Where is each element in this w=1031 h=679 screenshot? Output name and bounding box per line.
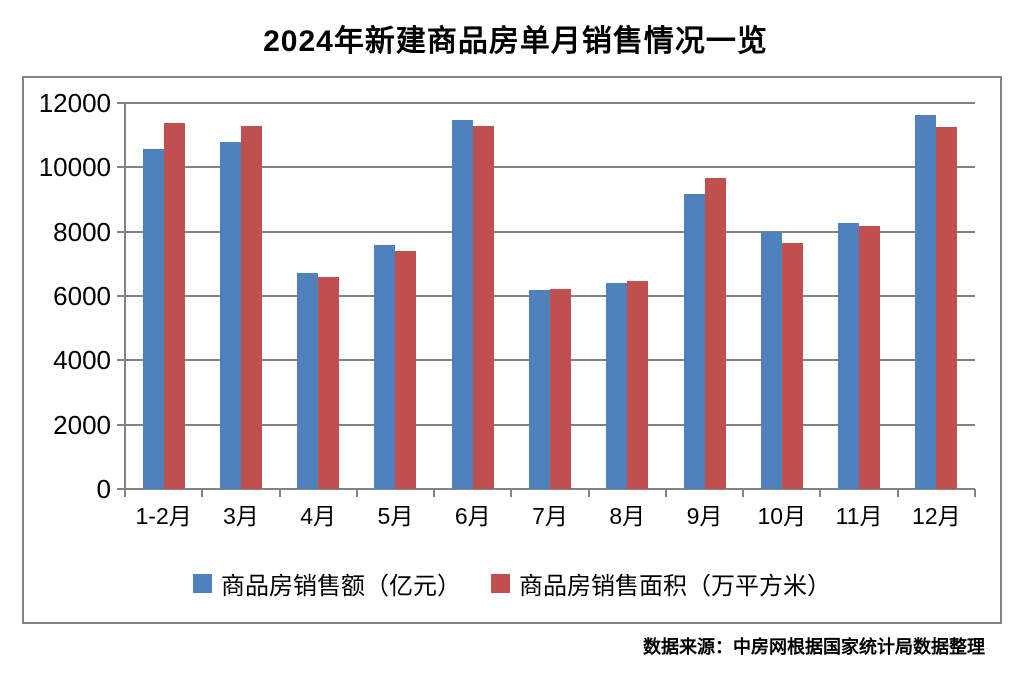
bar-sales-area-6月 [472,126,494,489]
chart-frame: 商品房销售额（亿元） 商品房销售面积（万平方米） 0 2000 4000 6000 80… [22,76,1002,624]
x-axis-category-label: 9月 [686,503,723,529]
gridline [125,166,975,169]
bar-sales-area-11月 [859,225,881,489]
y-axis-tick-label: 4000 [53,345,111,376]
bar-sales-amount-9月 [683,194,705,489]
chart-title: 2024年新建商品房单月销售情况一览 [263,25,768,58]
x-axis-category-label: 4月 [300,503,337,529]
x-tick-mark [974,489,976,497]
bar-sales-amount-10月 [760,232,782,489]
bar-sales-amount-11月 [838,222,860,489]
x-tick-mark [355,489,358,497]
y-axis-tick-label: 0 [96,474,111,504]
y-tick-mark [117,230,125,233]
y-axis-tick-label: 6000 [53,281,111,311]
legend-item-sales-amount: 商品房销售额（亿元） [193,566,461,601]
legend-swatch-red [491,574,510,593]
x-axis-category-label: 12月 [912,503,961,529]
x-tick-mark [819,489,822,497]
y-axis-tick-label: 10000 [38,152,111,183]
y-tick-mark [117,359,125,362]
x-axis-category-label: 3月 [223,503,259,529]
bar-sales-amount-4月 [297,273,319,489]
bar-sales-area-3月 [240,125,262,489]
legend-item-sales-area: 商品房销售面积（万平方米） [491,566,831,601]
bar-sales-amount-8月 [606,283,628,489]
bar-sales-area-7月 [550,288,571,489]
y-axis-tick-label: 12000 [38,88,111,118]
y-tick-mark [117,102,125,104]
bar-sales-area-9月 [704,177,726,489]
x-axis-category-label: 7月 [532,503,568,529]
bar-sales-amount-1-2月 [142,149,164,489]
x-axis-category-label: 10月 [757,503,807,529]
x-tick-mark [742,489,745,497]
bar-sales-amount-6月 [451,120,473,489]
y-tick-mark [117,488,125,490]
x-axis-category-label: 5月 [377,503,414,529]
x-tick-mark [278,489,281,497]
legend: 商品房销售额（亿元） 商品房销售面积（万平方米） [24,566,1000,601]
x-tick-mark [201,489,204,497]
bar-sales-area-5月 [395,251,417,489]
gridline [125,102,975,104]
x-tick-mark [896,489,899,497]
x-tick-mark [587,489,590,497]
bar-sales-amount-7月 [529,289,550,489]
legend-label-sales-amount: 商品房销售额（亿元） [221,574,461,600]
bar-sales-area-10月 [781,243,803,489]
bar-sales-area-4月 [318,277,340,489]
x-tick-mark [124,489,126,497]
x-axis-category-label: 1-2月 [135,503,192,529]
y-axis-tick-label: 8000 [53,216,111,247]
legend-swatch-blue [193,574,212,593]
x-axis-line [125,488,975,490]
legend-label-sales-area: 商品房销售面积（万平方米） [519,574,831,600]
x-axis-category-label: 8月 [609,503,646,529]
bar-sales-area-1-2月 [163,123,185,489]
bar-sales-amount-12月 [915,115,937,489]
x-tick-mark [510,489,513,497]
y-tick-mark [117,295,125,297]
x-axis-category-label: 6月 [454,503,491,529]
y-tick-mark [117,166,125,169]
bar-sales-amount-5月 [374,244,396,489]
y-axis-line [124,103,126,497]
bar-sales-area-12月 [936,126,958,489]
bar-sales-area-8月 [627,281,649,489]
y-tick-mark [117,423,125,426]
source-note: 数据来源：中房网根据国家统计局数据整理 [643,637,985,657]
y-axis-tick-label: 2000 [53,409,111,440]
x-tick-mark [664,489,667,497]
bar-sales-amount-3月 [219,141,241,489]
gridline [125,230,975,233]
x-tick-mark [433,489,436,497]
x-axis-category-label: 11月 [835,503,883,529]
